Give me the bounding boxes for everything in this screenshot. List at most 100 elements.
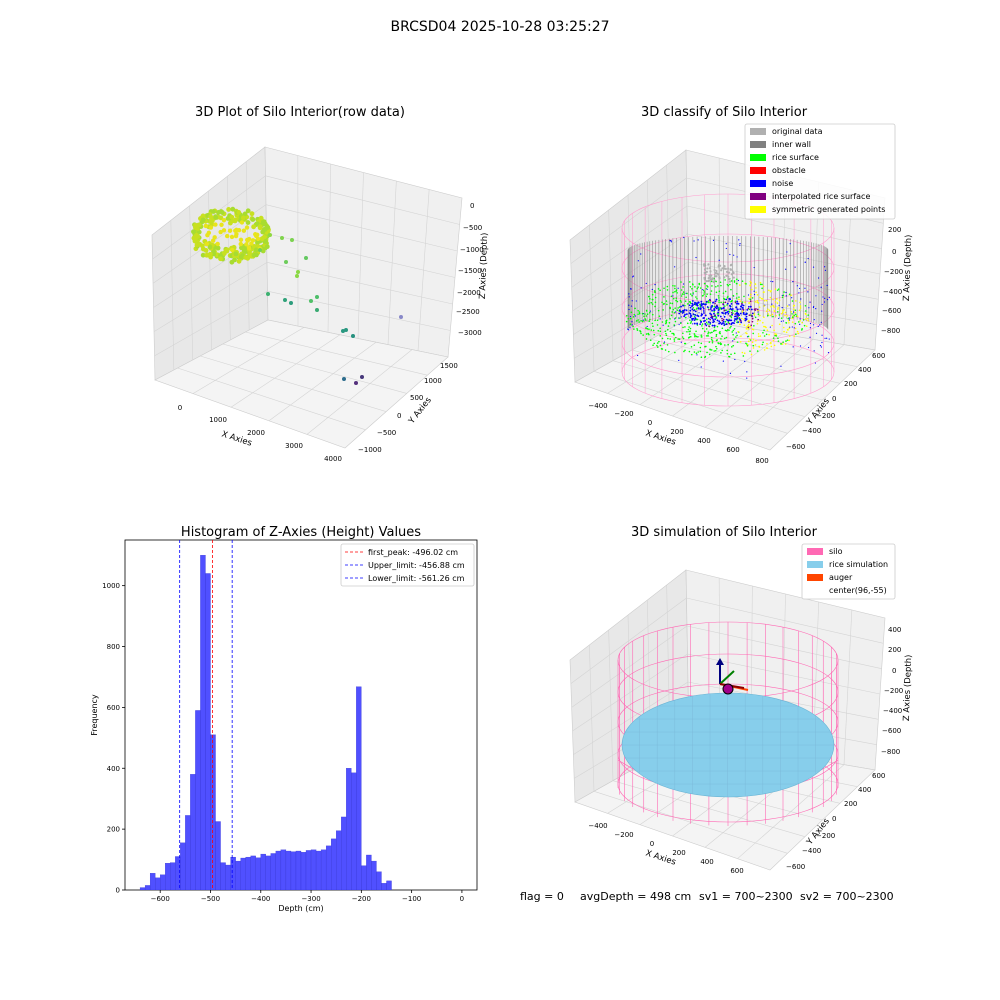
noise-point — [702, 306, 704, 309]
p4-ztick: −400 — [883, 707, 902, 715]
surface-point — [756, 294, 759, 296]
surface-point — [687, 328, 690, 331]
surface-point — [661, 321, 664, 323]
surface-point — [680, 289, 683, 291]
noise-point — [824, 269, 827, 271]
surface-point — [803, 324, 806, 327]
surface-point — [780, 312, 783, 315]
noise-point — [710, 313, 713, 316]
noise-point — [680, 316, 682, 318]
surface-point — [755, 291, 757, 294]
surface-point — [724, 329, 727, 332]
data-point — [236, 258, 242, 264]
histogram-bar — [185, 815, 191, 890]
noise-point — [789, 243, 791, 245]
histogram-bar — [225, 864, 231, 890]
noise-point — [716, 319, 719, 322]
surface-point — [656, 319, 659, 322]
noise-point — [744, 313, 746, 316]
surface-point — [715, 285, 717, 288]
surface-point — [732, 294, 735, 297]
noise-point — [654, 283, 656, 286]
y-tick-label: 400 — [107, 765, 120, 773]
surface-point — [671, 332, 673, 335]
noise-point — [678, 317, 680, 319]
surface-point — [706, 293, 708, 295]
noise-point — [703, 317, 706, 319]
original-point — [708, 279, 711, 282]
noise-point — [711, 317, 714, 320]
surface-point — [694, 335, 696, 338]
noise-point — [821, 303, 823, 306]
noise-point — [692, 313, 695, 315]
interpolated-point — [728, 322, 731, 325]
surface-point — [791, 316, 794, 318]
surface-point — [695, 330, 697, 333]
surface-point — [744, 301, 746, 304]
interpolated-point — [751, 320, 754, 323]
surface-point — [649, 318, 651, 321]
noise-point — [791, 297, 793, 299]
noise-point — [631, 324, 633, 326]
noise-point — [679, 310, 682, 313]
surface-point — [727, 284, 730, 287]
surface-point — [759, 319, 761, 322]
surface-point — [701, 336, 703, 338]
surface-point — [719, 281, 722, 284]
surface-point — [688, 326, 690, 328]
data-point — [280, 236, 284, 240]
surface-point — [784, 314, 786, 317]
surface-point — [741, 351, 744, 354]
surface-point — [688, 330, 690, 333]
noise-point — [700, 300, 703, 303]
original-point — [723, 276, 726, 279]
noise-point — [720, 307, 723, 310]
noise-point — [741, 306, 744, 309]
arrow-up-icon — [716, 658, 724, 665]
data-point — [216, 210, 221, 215]
panel3-title: Histogram of Z-Axies (Height) Values — [181, 525, 421, 540]
center-marker — [722, 683, 734, 695]
panel1-z-ticks: 0 −500 −1000 −1500 −2000 −2500 −3000 — [456, 202, 484, 337]
noise-point — [796, 285, 798, 287]
data-point — [203, 223, 209, 229]
surface-point — [771, 324, 773, 327]
noise-point — [677, 287, 679, 289]
surface-point — [683, 293, 685, 295]
surface-point — [645, 338, 648, 340]
surface-point — [763, 329, 765, 332]
histogram-bar — [295, 850, 302, 890]
surface-point — [640, 319, 642, 322]
surface-point — [652, 329, 655, 332]
surface-point — [695, 352, 698, 355]
histogram-ylabel: Frequency — [90, 694, 99, 736]
noise-point — [674, 266, 676, 268]
p2-xtick: 400 — [697, 437, 710, 445]
data-point — [258, 248, 262, 252]
histogram-bar — [139, 887, 146, 890]
surface-point — [667, 350, 670, 353]
panel4-zlabel: Z Axies (Depth) — [902, 654, 914, 721]
original-point — [718, 277, 721, 280]
grid-line — [222, 343, 407, 394]
noise-point — [632, 275, 635, 277]
data-point — [315, 308, 319, 312]
surface-point — [654, 319, 656, 322]
surface-point — [749, 280, 752, 283]
surface-point — [746, 344, 749, 347]
surface-point — [726, 349, 728, 352]
noise-point — [700, 366, 702, 368]
surface-point — [691, 283, 694, 285]
noise-point — [692, 323, 694, 325]
interpolated-point — [710, 315, 713, 317]
surface-point — [674, 320, 677, 323]
noise-point — [719, 321, 722, 324]
noise-point — [809, 322, 812, 325]
noise-point — [792, 280, 794, 283]
surface-point — [736, 310, 738, 312]
noise-point — [709, 322, 712, 324]
surface-point — [749, 296, 752, 298]
original-point — [732, 276, 735, 279]
original-point — [706, 267, 709, 270]
noise-point — [695, 256, 697, 259]
